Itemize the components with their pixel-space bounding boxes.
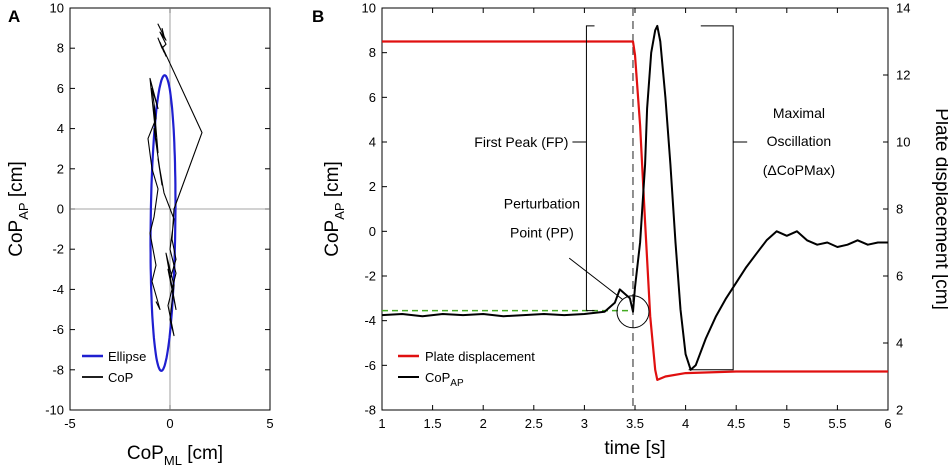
max-oscillation-label-line-1: Maximal xyxy=(773,105,825,121)
panel-b-y-label-sub: AP xyxy=(332,202,347,219)
legend-label-plate-displacement: Plate displacement xyxy=(425,349,535,364)
panel-b-ticks: -8 -6 -4 -2 0 2 4 6 8 10 2 4 6 8 10 12 14 1 1.5 2 2.5 3 3.5 4 4.… xyxy=(362,1,911,432)
panel-a-ticks: -10 -8 -6 -4 -2 0 2 4 6 8 10 -5 0 5 xyxy=(45,1,273,432)
legend-label-cop: CoP xyxy=(108,370,133,385)
panel-b-y-axis-label: CoPAP [cm] xyxy=(322,161,347,256)
svg-text:CoPAP [cm]: CoPAP [cm] xyxy=(6,161,31,256)
b-xtick-label: 6 xyxy=(884,416,891,431)
b-y2tick-label: 2 xyxy=(896,403,903,418)
max-oscillation-bracket xyxy=(688,25,734,371)
svg-text:CoPAP [cm]: CoPAP [cm] xyxy=(322,161,347,256)
a-ytick-label: 8 xyxy=(57,41,64,56)
b-xtick-label: 4.5 xyxy=(727,416,745,431)
a-ytick-label: 10 xyxy=(50,1,64,16)
b-ytick-label: -4 xyxy=(364,313,376,328)
legend-label-cop-ap-main: CoP xyxy=(425,370,450,385)
b-y2tick-label: 6 xyxy=(896,269,903,284)
panel-a-legend: Ellipse CoP xyxy=(82,349,146,385)
panel-a-series xyxy=(147,23,203,372)
legend-label-cop-ap: CoPAP xyxy=(425,370,464,389)
perturbation-point-label-line-2: Point (PP) xyxy=(510,224,574,240)
b-ytick-label: 8 xyxy=(369,45,376,60)
first-peak-label: First Peak (FP) xyxy=(474,134,568,150)
panel-b-y-label-main: CoP xyxy=(322,220,343,257)
legend-label-cop-ap-sub: AP xyxy=(450,378,464,389)
panel-a-x-label-main: CoP xyxy=(127,443,164,464)
b-ytick-label: -2 xyxy=(364,269,376,284)
series-plate-displacement xyxy=(382,40,888,381)
perturbation-point-marker xyxy=(616,295,650,329)
panel-b-legend: Plate displacement CoPAP xyxy=(398,349,535,389)
series-cop-trace xyxy=(147,23,203,337)
series-ellipse xyxy=(149,74,177,372)
a-xtick-label: -5 xyxy=(64,416,76,431)
a-ytick-label: -8 xyxy=(52,362,64,377)
b-ytick-label: 10 xyxy=(362,1,376,16)
b-y2tick-label: 4 xyxy=(896,336,903,351)
panel-label-b: B xyxy=(312,7,324,26)
a-xtick-label: 5 xyxy=(266,416,273,431)
a-ytick-label: -10 xyxy=(45,403,64,418)
panel-b-y-label-unit: [cm] xyxy=(322,161,343,197)
max-oscillation-label-line-2: Oscillation xyxy=(767,133,832,149)
first-peak-bracket xyxy=(585,25,595,312)
b-xtick-label: 3.5 xyxy=(626,416,644,431)
b-y2tick-label: 8 xyxy=(896,202,903,217)
b-ytick-label: -6 xyxy=(364,358,376,373)
a-ytick-label: 0 xyxy=(57,202,64,217)
panel-a-x-label-unit: [cm] xyxy=(187,443,223,464)
panel-a-x-label-sub: ML xyxy=(164,453,182,468)
b-xtick-label: 3 xyxy=(581,416,588,431)
b-xtick-label: 5.5 xyxy=(828,416,846,431)
panel-a-y-label-main: CoP xyxy=(6,220,27,257)
a-ytick-label: 4 xyxy=(57,121,64,136)
a-ytick-label: -6 xyxy=(52,322,64,337)
panel-b-y2-axis-label: Plate displacement [cm] xyxy=(931,108,948,310)
panel-b-annotations: First Peak (FP) Maximal Oscillation (ΔCo… xyxy=(474,25,835,371)
b-ytick-label: 6 xyxy=(369,90,376,105)
panel-b-guides xyxy=(382,8,634,410)
panel-b-plot-frame xyxy=(381,7,889,411)
b-ytick-label: -8 xyxy=(364,403,376,418)
a-ytick-label: -4 xyxy=(52,282,64,297)
a-ytick-label: -2 xyxy=(52,242,64,257)
b-xtick-label: 2 xyxy=(480,416,487,431)
b-ytick-label: 2 xyxy=(369,179,376,194)
panel-b: B -8 -6 -4 -2 0 2 4 6 8 10 2 4 6 8 10 12 14 1 1.5 2 2.5 3 3.5 4… xyxy=(312,1,948,460)
a-ytick-label: 6 xyxy=(57,81,64,96)
a-xtick-label: 0 xyxy=(166,416,173,431)
b-xtick-label: 5 xyxy=(783,416,790,431)
panel-a-y-label-unit: [cm] xyxy=(6,161,27,197)
b-xtick-label: 1.5 xyxy=(424,416,442,431)
series-cop-ap xyxy=(381,24,888,371)
max-oscillation-label-line-3: (ΔCoPMax) xyxy=(763,162,835,178)
b-y2tick-label: 12 xyxy=(896,68,910,83)
panel-a-y-label-sub: AP xyxy=(16,202,31,219)
panel-a-y-axis-label: CoPAP [cm] xyxy=(6,161,31,256)
b-xtick-label: 4 xyxy=(682,416,689,431)
b-xtick-label: 1 xyxy=(378,416,385,431)
b-y2tick-label: 14 xyxy=(896,1,910,16)
panel-label-a: A xyxy=(8,7,20,26)
b-xtick-label: 2.5 xyxy=(525,416,543,431)
legend-label-ellipse: Ellipse xyxy=(108,349,146,364)
panel-a-x-axis-label: CoPML [cm] xyxy=(127,443,223,468)
b-ytick-label: 4 xyxy=(369,135,376,150)
panel-b-series xyxy=(381,24,888,381)
a-ytick-label: 2 xyxy=(57,161,64,176)
perturbation-point-label-line-1: Perturbation xyxy=(504,195,580,211)
b-ytick-label: 0 xyxy=(369,224,376,239)
perturbation-point-leader xyxy=(568,257,624,301)
b-y2tick-label: 10 xyxy=(896,135,910,150)
panel-b-x-axis-label: time [s] xyxy=(604,438,665,459)
